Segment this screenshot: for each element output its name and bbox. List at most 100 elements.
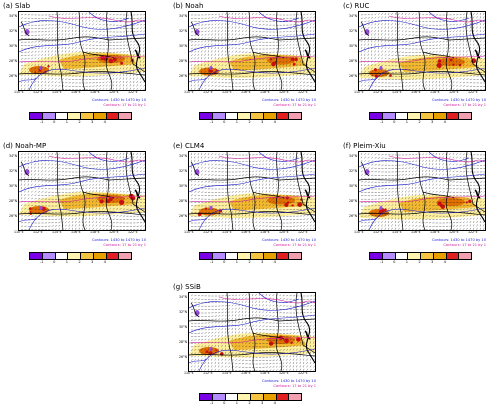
lon-label: 118°E xyxy=(430,90,440,94)
lon-label: 110°E xyxy=(14,230,24,234)
colorbar-swatch xyxy=(276,253,290,259)
colorbar-label: 1 xyxy=(405,120,409,124)
lat-label: 32°N xyxy=(8,29,17,33)
lon-label: 110°E xyxy=(14,90,24,94)
contour-info-magenta: Contours: 17 to 21 by 1 xyxy=(273,384,316,388)
map-area xyxy=(18,11,146,91)
lat-label: 34°N xyxy=(178,14,187,18)
lon-label: 118°E xyxy=(90,90,100,94)
panel-pleim-xiu: (f) Pleim-Xiu 34°N 32°N 30°N 28°N 26°N 110°E 11… xyxy=(342,142,492,272)
colorbar-swatch xyxy=(106,253,120,259)
colorbar-swatch xyxy=(238,253,251,259)
map-area xyxy=(188,11,316,91)
lon-label: 114°E xyxy=(222,90,232,94)
lat-label: 32°N xyxy=(348,169,357,173)
colorbar-swatch xyxy=(251,394,264,400)
lon-label: 110°E xyxy=(184,90,194,94)
map-canvas xyxy=(189,152,315,230)
colorbar-swatch xyxy=(42,253,56,259)
lon-label: 120°E xyxy=(449,90,459,94)
colorbar-swatch xyxy=(382,253,396,259)
lon-label: 118°E xyxy=(260,371,270,375)
map-area xyxy=(188,292,316,372)
colorbar-label: -1 xyxy=(209,401,214,405)
colorbar-swatch xyxy=(433,113,447,119)
colorbar-swatch xyxy=(212,253,226,259)
colorbar-label: 4 xyxy=(443,120,446,124)
contour-info-magenta: Contours: 17 to 21 by 1 xyxy=(443,243,486,247)
colorbar-swatch xyxy=(212,394,226,400)
lon-label: 122°E xyxy=(468,90,478,94)
colorbar-swatch xyxy=(106,113,120,119)
lon-label: 112°E xyxy=(33,230,43,234)
contour-info-magenta: Contours: 17 to 21 by 1 xyxy=(443,103,486,107)
lat-label: 30°N xyxy=(348,184,357,188)
lon-label: 120°E xyxy=(279,90,289,94)
lat-label: 26°N xyxy=(348,74,357,78)
colorbar-label: 1 xyxy=(235,260,239,264)
lon-label: 114°E xyxy=(392,230,402,234)
colorbar-label: 4 xyxy=(103,120,106,124)
colorbar-label: 0 xyxy=(393,120,396,124)
lon-label: 112°E xyxy=(203,371,213,375)
colorbar-swatch xyxy=(408,113,421,119)
contour-info-blue: Contours: 1430 to 1470 by 10 xyxy=(261,379,316,383)
lat-label: 34°N xyxy=(8,154,17,158)
lat-label: 34°N xyxy=(348,14,357,18)
map-canvas xyxy=(19,12,145,90)
lon-label: 120°E xyxy=(109,90,119,94)
lon-label: 122°E xyxy=(298,90,308,94)
contour-info-blue: Contours: 1430 to 1470 by 10 xyxy=(91,98,146,102)
lon-label: 112°E xyxy=(33,90,43,94)
lat-label: 30°N xyxy=(8,184,17,188)
lat-label: 28°N xyxy=(348,59,357,63)
colorbar-swatch xyxy=(289,394,301,400)
colorbar xyxy=(29,112,132,120)
contour-info-magenta: Contours: 17 to 21 by 1 xyxy=(103,103,146,107)
lon-label: 114°E xyxy=(222,230,232,234)
colorbar-swatch xyxy=(446,253,460,259)
lon-label: 114°E xyxy=(52,90,62,94)
colorbar xyxy=(199,252,302,260)
colorbar-swatch xyxy=(55,113,69,119)
lat-label: 32°N xyxy=(348,29,357,33)
lat-label: 28°N xyxy=(348,199,357,203)
colorbar-label: 4 xyxy=(443,260,446,264)
colorbar-swatch xyxy=(276,394,290,400)
contour-info-blue: Contours: 1430 to 1470 by 10 xyxy=(261,238,316,242)
panel-title: (f) Pleim-Xiu xyxy=(343,142,386,150)
lat-label: 34°N xyxy=(178,154,187,158)
colorbar-label: 1 xyxy=(405,260,409,264)
lat-label: 28°N xyxy=(178,199,187,203)
colorbar-swatch xyxy=(238,113,251,119)
lat-label: 32°N xyxy=(178,310,187,314)
colorbar-swatch xyxy=(276,113,290,119)
colorbar-swatch xyxy=(459,253,471,259)
colorbar-swatch xyxy=(382,113,396,119)
lon-label: 118°E xyxy=(260,230,270,234)
lat-label: 32°N xyxy=(8,169,17,173)
colorbar-label: 3 xyxy=(430,120,434,124)
colorbar-swatch xyxy=(200,253,213,259)
map-canvas xyxy=(359,152,485,230)
lat-label: 30°N xyxy=(178,325,187,329)
colorbar-swatch xyxy=(289,253,301,259)
lon-label: 116°E xyxy=(411,230,421,234)
lat-label: 32°N xyxy=(178,29,187,33)
colorbar xyxy=(369,252,472,260)
lon-label: 118°E xyxy=(260,90,270,94)
colorbar-label: 4 xyxy=(273,260,276,264)
lat-label: 34°N xyxy=(8,14,17,18)
colorbar-label: 0 xyxy=(223,260,226,264)
colorbar-label: -1 xyxy=(379,120,384,124)
map-canvas xyxy=(189,293,315,371)
colorbar-swatch xyxy=(433,253,447,259)
lon-label: 122°E xyxy=(298,371,308,375)
lon-label: 118°E xyxy=(90,230,100,234)
panel-title: (g) SSiB xyxy=(173,283,201,291)
contour-info-blue: Contours: 1430 to 1470 by 10 xyxy=(431,238,486,242)
colorbar-label: 1 xyxy=(65,260,69,264)
lon-label: 114°E xyxy=(222,371,232,375)
panel-noah-mp: (d) Noah-MP 34°N 32°N 30°N 28°N 26°N 110°E 112°… xyxy=(2,142,152,272)
lat-label: 30°N xyxy=(348,44,357,48)
